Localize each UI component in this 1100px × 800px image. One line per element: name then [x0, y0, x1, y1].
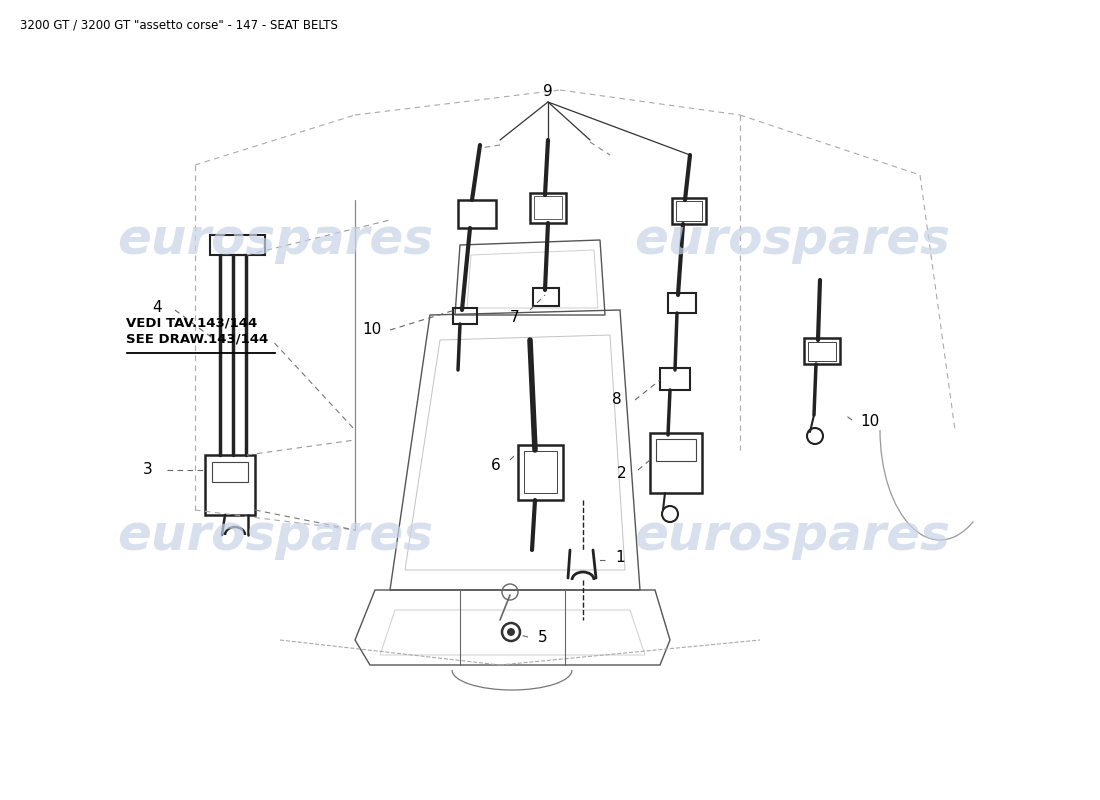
Text: 2: 2: [617, 466, 627, 481]
Text: VEDI TAV.143/144
SEE DRAW.143/144: VEDI TAV.143/144 SEE DRAW.143/144: [126, 316, 268, 346]
Bar: [210, 235, 265, 255]
Text: 10: 10: [362, 322, 382, 338]
Circle shape: [507, 628, 515, 636]
Text: 7: 7: [510, 310, 520, 326]
Text: eurospares: eurospares: [634, 512, 950, 560]
Bar: [518, 445, 563, 500]
Bar: [650, 433, 702, 493]
Bar: [534, 196, 562, 219]
Text: 8: 8: [613, 393, 621, 407]
Bar: [668, 293, 696, 313]
Bar: [524, 451, 557, 493]
Bar: [530, 193, 566, 223]
Bar: [453, 308, 477, 324]
Bar: [660, 368, 690, 390]
Text: eurospares: eurospares: [117, 216, 433, 264]
Bar: [656, 439, 696, 461]
Bar: [808, 342, 836, 361]
Bar: [804, 338, 840, 364]
Text: 1: 1: [615, 550, 625, 566]
Bar: [205, 455, 255, 515]
Text: eurospares: eurospares: [117, 512, 433, 560]
Bar: [212, 462, 248, 482]
Text: 6: 6: [491, 458, 501, 474]
Bar: [676, 201, 702, 221]
Text: 4: 4: [152, 301, 162, 315]
Bar: [458, 200, 496, 228]
Text: 3: 3: [143, 462, 153, 478]
Text: 3200 GT / 3200 GT "assetto corse" - 147 - SEAT BELTS: 3200 GT / 3200 GT "assetto corse" - 147 …: [20, 18, 338, 31]
Bar: [534, 288, 559, 306]
Text: 10: 10: [860, 414, 880, 430]
Text: eurospares: eurospares: [634, 216, 950, 264]
Text: 9: 9: [543, 85, 553, 99]
Bar: [672, 198, 706, 224]
Text: 5: 5: [538, 630, 548, 645]
